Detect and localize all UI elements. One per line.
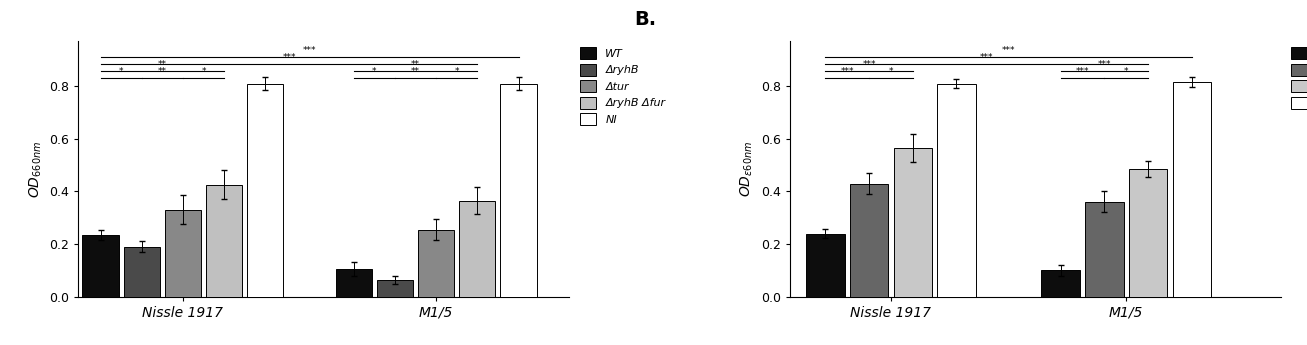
Text: ***: *** — [303, 46, 316, 55]
Bar — [1172, 82, 1212, 297]
Bar — [850, 184, 889, 297]
Text: **: ** — [158, 60, 167, 69]
Bar — [459, 201, 495, 297]
Bar — [207, 185, 242, 297]
Text: ***: *** — [840, 67, 853, 76]
Text: *: * — [372, 67, 376, 76]
Bar — [894, 148, 932, 297]
Bar — [124, 247, 159, 297]
Y-axis label: OD$_{\epsilon60nm}$: OD$_{\epsilon60nm}$ — [738, 141, 755, 197]
Bar — [376, 279, 413, 297]
Legend: WT, ΔryhB Δfur, ΔryhB Δfur + Fe₂C₃, NI: WT, ΔryhB Δfur, ΔryhB Δfur + Fe₂C₃, NI — [1291, 47, 1307, 109]
Text: ***: *** — [282, 53, 295, 62]
Text: ***: *** — [1098, 60, 1111, 69]
Bar — [165, 210, 201, 297]
Text: ***: *** — [863, 60, 876, 69]
Bar — [1042, 270, 1080, 297]
Y-axis label: OD$_{660nm}$: OD$_{660nm}$ — [27, 140, 44, 198]
Bar — [806, 234, 844, 297]
Bar — [1129, 169, 1167, 297]
Text: *: * — [119, 67, 123, 76]
Bar — [1085, 202, 1124, 297]
Bar — [418, 229, 455, 297]
Text: **: ** — [412, 60, 420, 69]
Bar — [336, 269, 372, 297]
Bar — [82, 235, 119, 297]
Text: *: * — [889, 67, 893, 76]
Bar — [501, 83, 537, 297]
Text: ***: *** — [980, 53, 993, 62]
Text: ***: *** — [1002, 46, 1016, 55]
Bar — [247, 83, 284, 297]
Text: *: * — [455, 67, 459, 76]
Text: ***: *** — [1076, 67, 1089, 76]
Legend: WT, ΔryhB, Δtur, ΔryhB Δfur, NI: WT, ΔryhB, Δtur, ΔryhB Δfur, NI — [580, 47, 665, 125]
Text: *: * — [201, 67, 205, 76]
Text: *: * — [1124, 67, 1128, 76]
Bar — [937, 83, 976, 297]
Text: **: ** — [412, 67, 420, 76]
Text: **: ** — [158, 67, 167, 76]
Text: B.: B. — [634, 10, 656, 29]
